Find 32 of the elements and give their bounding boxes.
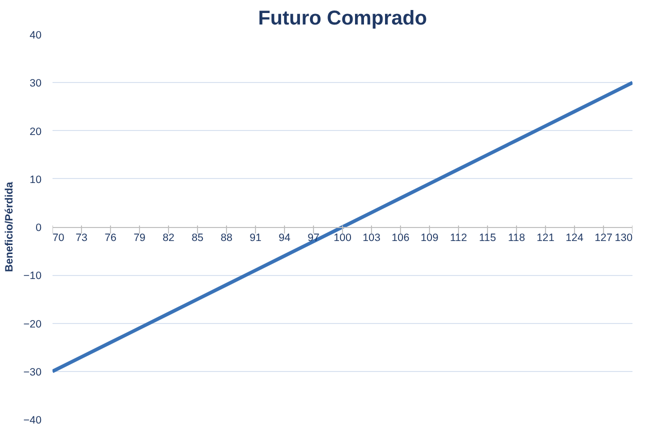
- line-series: [52, 80, 632, 374]
- x-tick-label: 118: [508, 232, 526, 244]
- y-tick-label: −10: [23, 270, 42, 282]
- x-tick-label: 103: [362, 232, 380, 244]
- x-tick-label: 100: [334, 232, 352, 244]
- x-tick-label: 85: [192, 232, 204, 244]
- x-tick-label: 130: [614, 232, 633, 244]
- y-tick-label: 40: [30, 30, 42, 42]
- x-tick-label: 115: [479, 232, 496, 244]
- x-tick-label: 82: [162, 232, 174, 244]
- x-tick-label: 76: [104, 232, 116, 244]
- y-tick-label: 20: [30, 126, 42, 138]
- x-tick-label: 109: [420, 232, 438, 244]
- x-tick-label: 127: [594, 232, 612, 244]
- x-tick-label: 70: [52, 232, 64, 244]
- y-tick-label: −40: [23, 414, 42, 426]
- y-tick-label: −30: [23, 366, 42, 378]
- y-tick-label: 0: [36, 222, 42, 234]
- y-tick-label: 10: [30, 174, 42, 186]
- x-tick-label: 94: [278, 232, 290, 244]
- x-tick-label: 106: [392, 232, 410, 244]
- x-tick-label: 79: [134, 232, 146, 244]
- y-axis-title: Beneficio/Pérdida: [3, 182, 16, 272]
- x-tick-label: 121: [536, 232, 554, 244]
- x-tick-label: 112: [450, 232, 468, 244]
- x-tick-label: 91: [250, 232, 262, 244]
- x-tick-label: 73: [76, 232, 88, 244]
- y-tick-label: −20: [23, 318, 42, 330]
- x-tick-label: 124: [566, 232, 584, 244]
- y-tick-label: 30: [30, 78, 42, 90]
- x-tick-label: 88: [220, 232, 232, 244]
- chart-title: Futuro Comprado: [258, 8, 427, 30]
